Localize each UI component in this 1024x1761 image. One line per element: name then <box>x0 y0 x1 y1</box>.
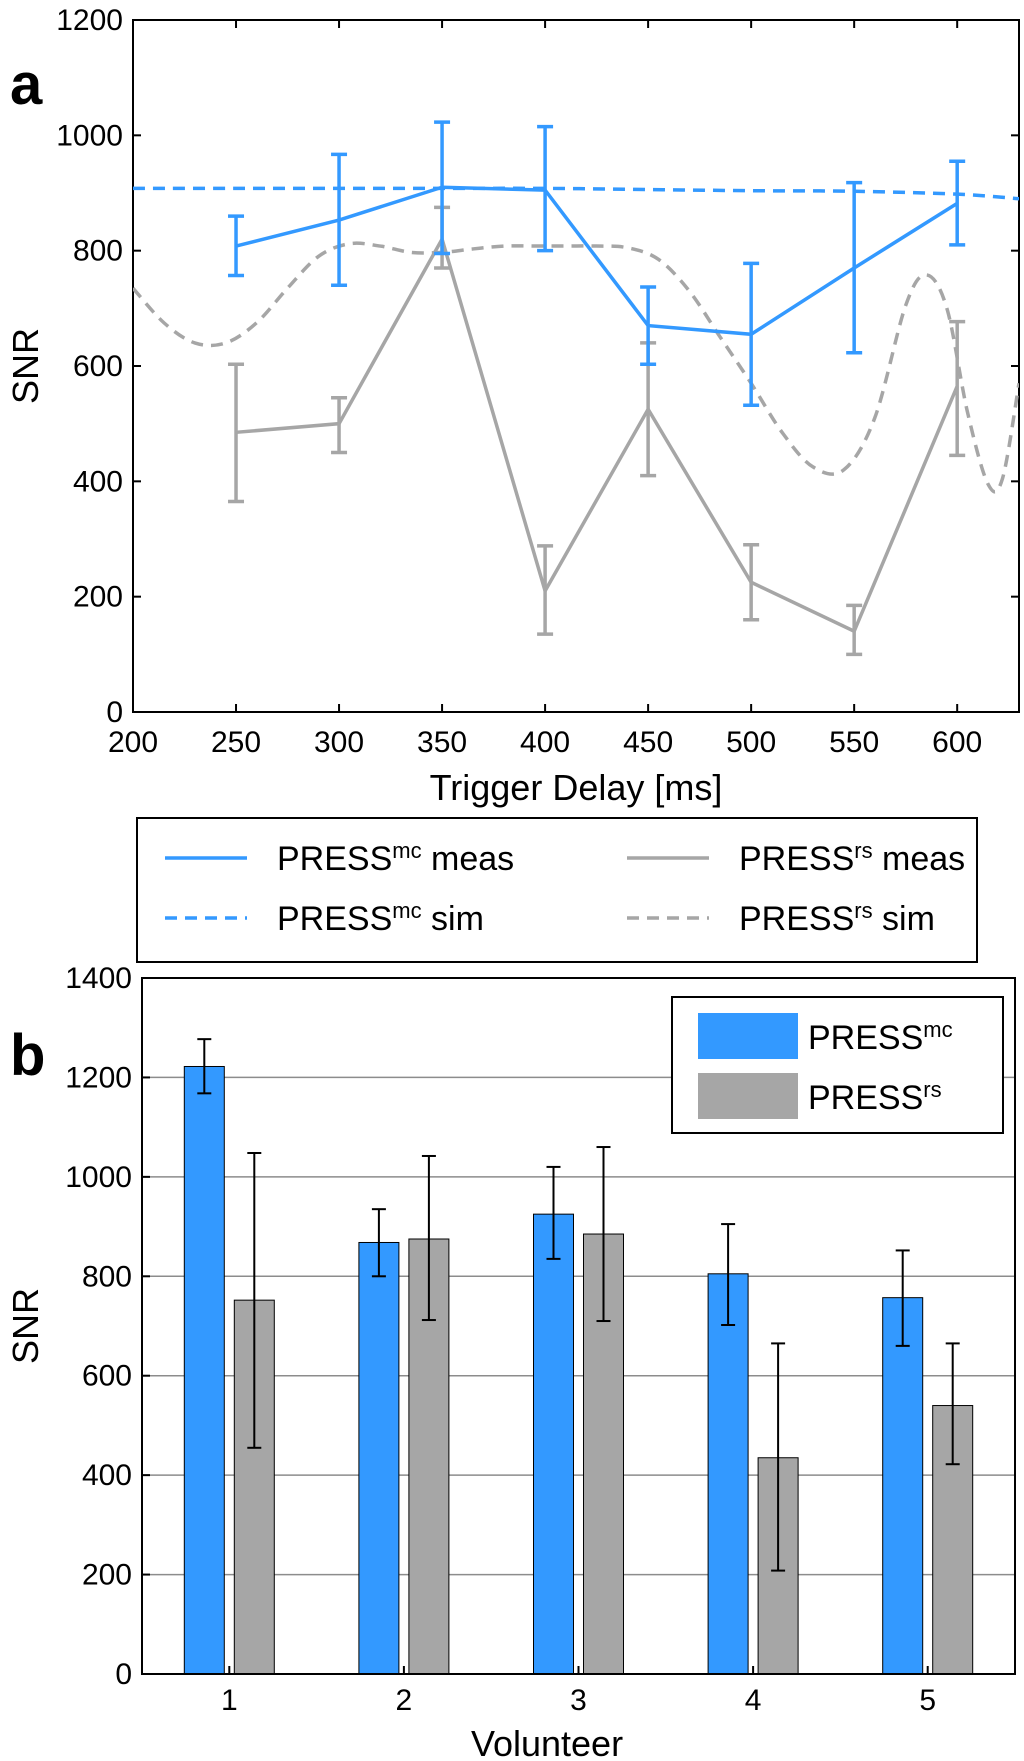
x-tick-label: 600 <box>932 726 982 759</box>
error-bar-mc-3 <box>546 1165 561 1260</box>
panel-a-series <box>133 120 1019 657</box>
panel-a-x-axis-label: Trigger Delay [ms] <box>430 767 723 808</box>
x-tick-label: 1 <box>221 1684 238 1717</box>
error-bar-rs_meas <box>331 395 348 455</box>
error-bar-mc_meas <box>537 124 554 253</box>
x-tick-label: 450 <box>623 726 673 759</box>
panel-b-plot-area <box>183 1038 974 1675</box>
error-bar-rs-2 <box>421 1154 436 1322</box>
error-bar-mc_meas <box>434 120 451 256</box>
x-tick-label: 3 <box>570 1684 587 1717</box>
panel-a-y-axis-label: SNR <box>5 328 46 404</box>
y-tick-label: 400 <box>73 465 123 498</box>
error-bar-rs_meas <box>846 603 863 657</box>
error-bar-mc-4 <box>721 1223 736 1327</box>
y-tick-label: 1200 <box>56 4 123 37</box>
panel-b-label: b <box>10 1023 45 1088</box>
series-line-mc_meas <box>235 185 959 337</box>
error-bar-mc_meas <box>228 214 245 278</box>
error-bar-mc_meas <box>846 180 863 355</box>
x-tick-label: 5 <box>919 1684 936 1717</box>
legend-label-mc_sim: PRESSmc sim <box>277 898 484 938</box>
y-tick-label: 200 <box>82 1559 132 1592</box>
panel-b-x-axis-label: Volunteer <box>471 1723 623 1761</box>
x-tick-label: 4 <box>745 1684 762 1717</box>
y-tick-label: 1400 <box>65 962 132 995</box>
error-bar-mc_meas <box>949 159 966 247</box>
y-tick-label: 1000 <box>56 119 123 152</box>
legend-label-rs_sim: PRESSrs sim <box>739 898 935 938</box>
y-tick-label: 1000 <box>65 1161 132 1194</box>
legend-label-mc_meas: PRESSmc meas <box>277 838 514 878</box>
error-bar-rs-4 <box>771 1342 786 1572</box>
panel-a-plot-area <box>133 120 1019 657</box>
panel-a-legend-box <box>136 817 978 963</box>
series-line-rs_sim <box>133 241 1019 494</box>
panel-b-y-ticks: 0 200 400 600 800 1000 1200 1400 <box>65 962 150 1691</box>
x-tick-label: 2 <box>396 1684 413 1717</box>
error-bar-mc-1 <box>197 1038 212 1095</box>
error-bar-rs-1 <box>247 1151 262 1449</box>
error-bar-mc_meas <box>640 285 657 367</box>
panel-a-x-ticks: 200 250 300 350 400 450 500 550 600 <box>108 20 982 759</box>
legend-label-rs_meas: PRESSrs meas <box>739 838 965 878</box>
y-tick-label: 1200 <box>65 1061 132 1094</box>
y-tick-label: 0 <box>106 696 123 729</box>
panel-b-legend: PRESSmc PRESSrs <box>671 996 1004 1134</box>
legend-swatch-rs <box>698 1073 798 1119</box>
y-tick-label: 800 <box>82 1260 132 1293</box>
y-tick-label: 200 <box>73 581 123 614</box>
x-tick-label: 250 <box>211 726 261 759</box>
y-tick-label: 800 <box>73 235 123 268</box>
error-bar-rs-3 <box>596 1146 611 1323</box>
panel-a-label: a <box>10 52 43 117</box>
x-tick-label: 350 <box>417 726 467 759</box>
panel-a-axes-box <box>132 19 1020 713</box>
error-bar-rs_meas <box>743 543 760 622</box>
y-tick-label: 600 <box>82 1360 132 1393</box>
panel-b-y-axis-label: SNR <box>5 1288 46 1364</box>
x-tick-label: 550 <box>829 726 879 759</box>
error-bar-rs-5 <box>945 1342 960 1466</box>
legend-swatch-mc <box>698 1013 798 1059</box>
error-bar-rs_meas <box>228 362 245 504</box>
bar-mc-5 <box>882 1297 924 1675</box>
bar-mc-2 <box>358 1241 400 1675</box>
x-tick-label: 200 <box>108 726 158 759</box>
legend-label-rs: PRESSrs <box>808 1077 942 1117</box>
y-tick-label: 400 <box>82 1459 132 1492</box>
legend-label-mc: PRESSmc <box>808 1017 953 1057</box>
panel-b: b 0 200 400 600 800 1000 1200 1400 1 2 3 4 5 Volunt… <box>5 962 1016 1761</box>
error-bar-rs_meas <box>537 544 554 636</box>
bar-mc-1 <box>183 1065 225 1675</box>
y-tick-label: 600 <box>73 350 123 383</box>
error-bar-mc-5 <box>895 1249 910 1347</box>
panel-a-legend: PRESSmc meas PRESSrs meas PRESSmc sim PRESS… <box>136 817 978 963</box>
panel-a-y-ticks: 0 200 400 600 800 1000 1200 <box>56 4 1019 729</box>
error-bar-mc-2 <box>371 1208 386 1278</box>
x-tick-label: 300 <box>314 726 364 759</box>
series-line-rs_meas <box>235 234 959 634</box>
panel-b-x-ticks: 1 2 3 4 5 <box>221 1666 936 1717</box>
series-line-mc_sim <box>133 186 1019 201</box>
bar-mc-3 <box>533 1213 574 1675</box>
error-bar-rs_meas <box>949 319 966 458</box>
x-tick-label: 400 <box>520 726 570 759</box>
bar-mc-4 <box>707 1273 749 1675</box>
y-tick-label: 0 <box>115 1658 132 1691</box>
error-bar-mc_meas <box>331 152 348 288</box>
x-tick-label: 500 <box>726 726 776 759</box>
error-bar-mc_meas <box>743 261 760 407</box>
